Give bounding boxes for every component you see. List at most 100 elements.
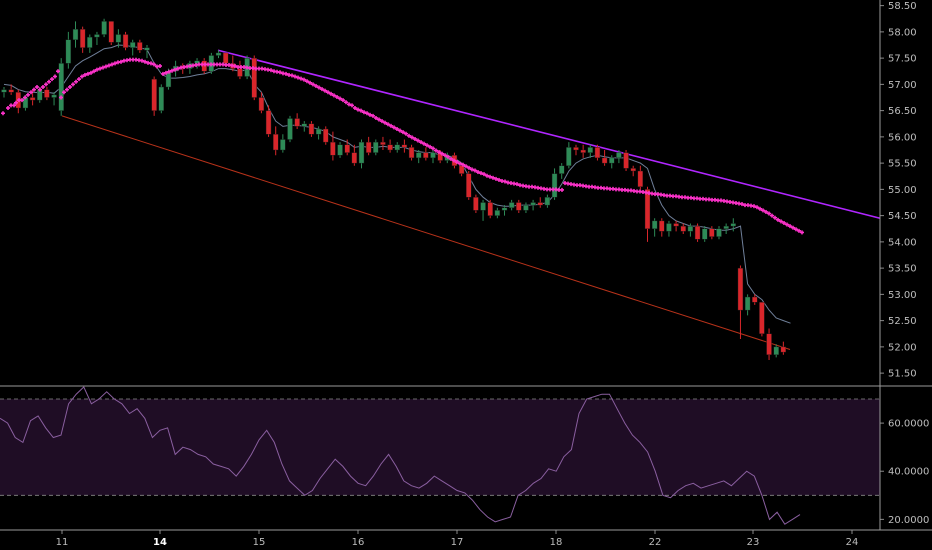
candle-body [723,225,729,229]
dot-marker [176,66,180,71]
candle-body [466,173,472,198]
time-tick-label: 15 [253,537,266,548]
dot-marker [320,87,324,92]
candle [744,294,751,316]
dot-marker [299,76,303,81]
candle-body [551,173,558,198]
candle-body [323,128,329,143]
candle-body [637,170,644,187]
candle [79,26,86,53]
dot-marker [83,72,87,77]
dot-marker [359,108,363,113]
dots-overlay-layer [1,57,804,235]
candle [673,220,679,232]
candle-body [8,89,14,93]
candle [523,202,529,213]
candle-body [559,165,565,174]
price-tick-label: 58.00 [888,27,917,38]
dot-marker [173,67,177,72]
candle [287,115,293,143]
price-panel [1,18,881,360]
dot-marker [59,95,63,100]
candle-body [401,144,408,148]
dot-marker [386,122,390,127]
dot-marker [152,62,156,67]
candle [387,139,393,153]
candle-body [430,152,436,159]
candle-body [580,149,586,153]
candle-body [87,36,93,48]
candle-body [1,89,7,93]
dot-marker [1,111,5,116]
candle [766,328,772,360]
candle-body [44,89,50,98]
support-trendline [61,115,791,350]
candle [723,223,729,234]
candle [530,199,536,211]
candle [573,144,579,156]
dot-marker [20,98,24,103]
indicator-panel [0,386,880,525]
dot-marker [314,83,318,88]
dot-marker [338,96,342,101]
candle-body [730,223,736,227]
candle-body [273,134,279,151]
candle-body [151,78,157,111]
candle [559,163,565,179]
candle-body [237,68,243,77]
candle-body [101,21,107,35]
dot-marker [800,230,804,235]
candle-body [222,52,229,64]
candle-body [423,152,429,159]
dot-marker [392,125,396,130]
candle-body [380,141,386,145]
candle [494,207,501,219]
candle [158,84,165,114]
dot-marker [92,69,96,74]
dot-marker [47,79,51,84]
dot-marker [32,87,36,92]
dot-marker [290,73,294,78]
candle-body [694,225,701,240]
time-axis: 11 14 15 16 17 18 22 23 24 [56,530,858,548]
indicator-axis: 60.0000 40.0000 20.0000 [880,419,929,526]
candle [709,226,715,240]
candle-body [630,168,636,172]
indicator-tick-label: 20.0000 [888,515,929,526]
dot-marker [44,82,48,87]
candle [480,199,486,221]
candle [637,165,644,190]
dot-marker [68,85,72,89]
candle-body [644,189,651,229]
dot-marker [776,217,780,222]
price-axis: 58.50 58.00 57.50 57.00 56.50 56.00 55.50 55.00… [880,1,917,380]
candle-body [680,225,686,232]
candle-body [194,60,200,64]
dot-marker [380,119,384,124]
dot-marker [404,131,408,136]
candle-body [251,57,257,98]
price-tick-label: 55.00 [888,185,917,196]
dot-marker [293,74,297,79]
candle [423,147,429,161]
candle [51,92,57,106]
price-tick-label: 54.00 [888,237,917,248]
candle-body [215,52,222,56]
dot-marker [332,93,336,98]
dot-marker [377,117,381,122]
dot-marker [395,127,399,131]
candle-body [659,220,665,232]
dot-marker [443,153,447,158]
dot-marker [488,174,492,179]
dot-marker [35,85,39,89]
candle-body [79,29,86,48]
candle [151,76,157,116]
candle [716,226,722,240]
candle [752,294,758,305]
candle-body [394,144,400,151]
candle-body [158,86,165,111]
candle-body [258,97,265,111]
candle-body [137,42,143,51]
dot-marker [12,103,16,108]
candle [323,126,329,145]
